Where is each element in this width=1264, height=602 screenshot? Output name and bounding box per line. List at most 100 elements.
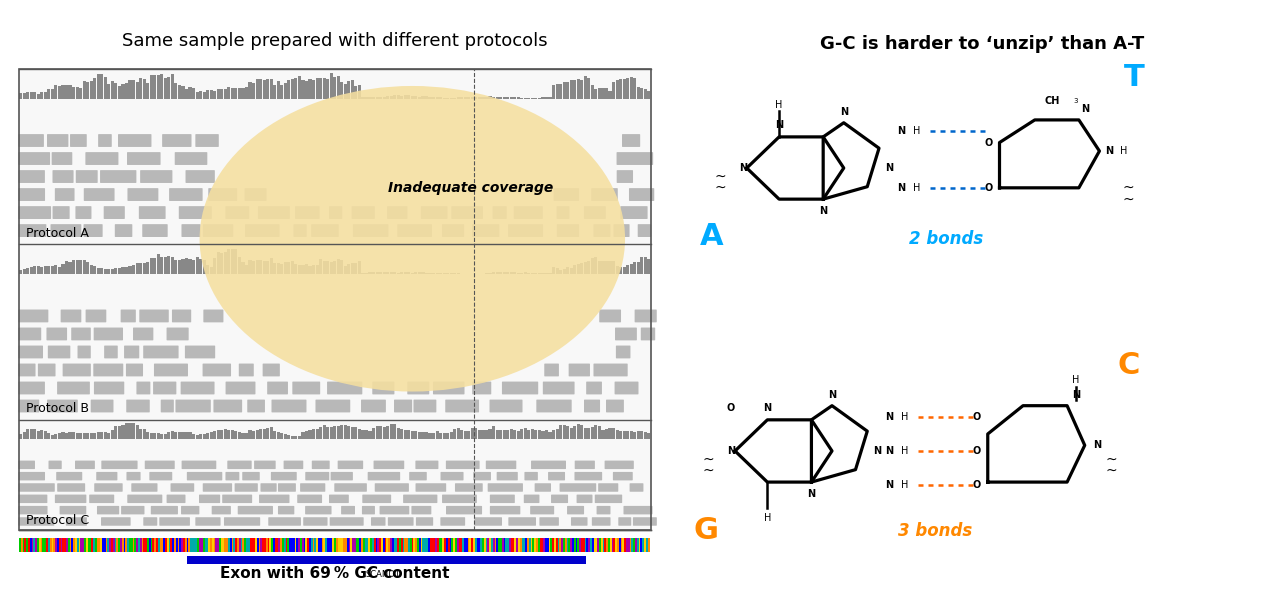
FancyBboxPatch shape — [334, 483, 367, 492]
Bar — [411, 273, 413, 275]
Bar — [340, 538, 341, 551]
FancyBboxPatch shape — [54, 495, 86, 503]
FancyBboxPatch shape — [209, 188, 238, 201]
Bar — [128, 538, 129, 551]
Bar — [90, 81, 92, 99]
Bar — [503, 430, 506, 439]
Bar — [446, 273, 449, 275]
FancyBboxPatch shape — [617, 170, 633, 183]
Bar — [252, 82, 255, 99]
Bar — [112, 538, 115, 551]
Bar — [616, 430, 618, 439]
FancyBboxPatch shape — [137, 382, 150, 394]
FancyBboxPatch shape — [101, 461, 138, 469]
Bar — [632, 538, 633, 551]
Bar — [556, 84, 559, 99]
Bar — [559, 426, 562, 439]
Bar — [282, 538, 284, 551]
Bar — [637, 262, 640, 275]
Text: ~
~: ~ ~ — [1105, 452, 1117, 478]
FancyBboxPatch shape — [131, 483, 158, 492]
Bar — [570, 79, 573, 99]
Bar — [298, 76, 301, 99]
Bar — [559, 84, 562, 99]
FancyBboxPatch shape — [368, 472, 401, 480]
FancyBboxPatch shape — [66, 517, 87, 526]
Bar — [19, 69, 651, 244]
Bar — [501, 538, 502, 551]
Bar — [301, 265, 305, 275]
Bar — [531, 273, 533, 275]
Bar — [602, 87, 604, 99]
Bar — [369, 97, 372, 99]
Bar — [488, 273, 492, 275]
Bar — [523, 428, 527, 439]
Bar — [372, 428, 375, 439]
Bar — [155, 538, 158, 551]
FancyBboxPatch shape — [19, 461, 35, 469]
Bar — [302, 538, 303, 551]
Bar — [142, 538, 144, 551]
Bar — [125, 538, 128, 551]
FancyBboxPatch shape — [508, 224, 544, 237]
Bar — [372, 272, 375, 275]
Bar — [29, 267, 33, 275]
Bar — [83, 538, 86, 551]
Bar — [212, 538, 214, 551]
FancyBboxPatch shape — [312, 461, 330, 469]
Bar — [576, 79, 580, 99]
Bar — [594, 89, 598, 99]
Bar — [64, 433, 68, 439]
FancyBboxPatch shape — [239, 364, 254, 376]
Bar — [82, 433, 86, 439]
FancyBboxPatch shape — [176, 400, 211, 412]
Bar — [535, 538, 536, 551]
Bar — [340, 261, 344, 275]
Bar — [616, 267, 618, 275]
Bar — [240, 538, 243, 551]
Bar — [188, 87, 192, 99]
Text: N: N — [1105, 146, 1114, 156]
Bar — [393, 272, 397, 275]
Bar — [252, 430, 255, 439]
Bar — [214, 538, 216, 551]
Bar — [90, 433, 92, 439]
FancyBboxPatch shape — [493, 206, 507, 219]
Bar — [344, 425, 346, 439]
Bar — [527, 98, 531, 99]
Bar — [633, 262, 636, 275]
Bar — [193, 538, 196, 551]
Bar — [209, 538, 210, 551]
Bar — [104, 269, 107, 275]
Bar — [379, 272, 382, 275]
Bar — [244, 538, 246, 551]
FancyBboxPatch shape — [490, 495, 514, 503]
Bar — [68, 262, 72, 275]
Bar — [576, 424, 580, 439]
Bar — [286, 538, 287, 551]
Bar — [485, 97, 488, 99]
Bar — [281, 264, 283, 275]
Text: N: N — [808, 489, 815, 499]
Bar — [326, 261, 329, 275]
Bar — [463, 538, 464, 551]
FancyBboxPatch shape — [182, 461, 216, 469]
Bar — [157, 75, 159, 99]
Bar — [228, 538, 230, 551]
Bar — [464, 538, 466, 551]
Bar — [432, 97, 435, 99]
FancyBboxPatch shape — [120, 309, 135, 322]
FancyBboxPatch shape — [150, 506, 178, 514]
Bar — [439, 273, 442, 275]
Bar — [474, 96, 478, 99]
Bar — [75, 538, 77, 551]
Bar — [460, 97, 464, 99]
FancyBboxPatch shape — [143, 517, 157, 526]
Bar — [40, 430, 43, 439]
Bar — [66, 538, 68, 551]
Bar — [312, 538, 315, 551]
Bar — [379, 426, 382, 439]
Bar — [182, 432, 185, 439]
FancyBboxPatch shape — [225, 472, 239, 480]
Bar — [418, 272, 421, 275]
